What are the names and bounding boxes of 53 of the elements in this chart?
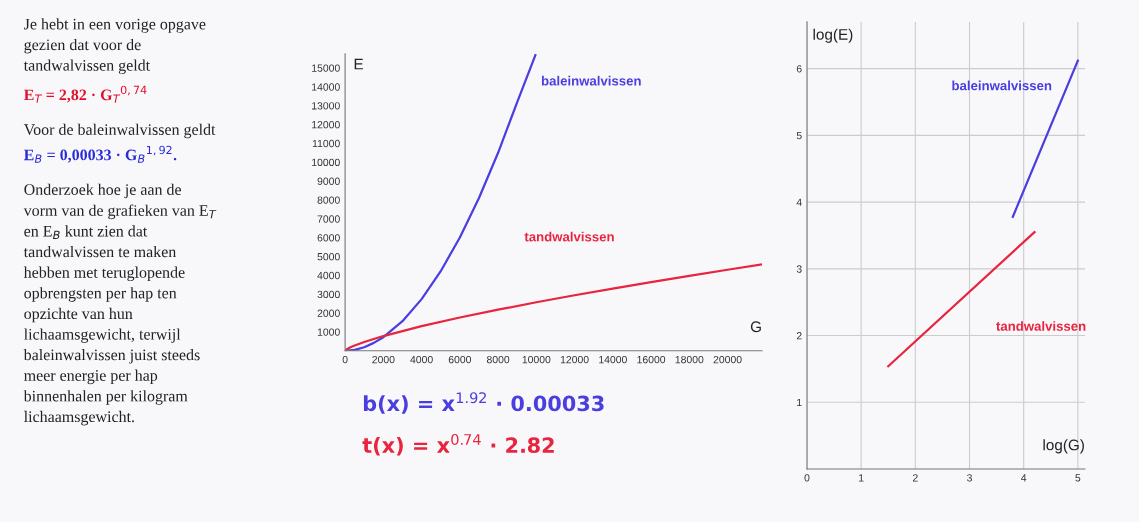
x-tick-label: 10000 <box>522 355 551 364</box>
y-tick-label: 14000 <box>312 83 340 91</box>
x-tick-label: 0 <box>804 474 810 482</box>
y-tick-label: 12000 <box>312 120 340 129</box>
x-tick-label: 8000 <box>486 355 510 364</box>
series-label: baleinwalvissen <box>541 75 641 86</box>
x-tick-label: 1 <box>859 474 864 482</box>
text: E$_{T}$ = 2,82 · G$_{T}$$^{0,74}$ <box>23 85 147 103</box>
y-tick-label: 6000 <box>317 234 340 242</box>
y-tick-label: 3 <box>796 265 802 273</box>
x-tick-label: 12000 <box>560 355 589 364</box>
text: Je hebt in een vorige opgave gezien dat voor de tandwalvissen geldt <box>23 18 206 75</box>
x-axis-title: log(G) <box>1043 439 1084 454</box>
y-tick-label: 1 <box>797 398 802 407</box>
y-tick-label: 13000 <box>312 102 340 110</box>
y-tick-label: 1000 <box>317 328 340 336</box>
x-tick-label: 0 <box>342 355 348 364</box>
y-tick-label: 6 <box>796 65 802 73</box>
x-tick-label: 3 <box>967 474 972 482</box>
y-tick-label: 10000 <box>312 158 340 167</box>
y-axis-title: log(E) <box>813 28 853 43</box>
text: Onderzoek hoe je aan de vorm van de grafieken van E$_{T}$ en E$_{B}$ kunt zien dat tandwalvissen te maken hebben met teruglopende opbrengsten per hap ten opzichte van hun lichaamsgewicht, terwijl baleinwalvissen juist steeds meer energie per hap binnenhalen per kilogram lichaamsgewicht. <box>23 183 217 426</box>
y-tick-label: 7000 <box>317 215 340 223</box>
x-tick-label: 14000 <box>599 355 627 364</box>
x-tick-label: 6000 <box>448 355 472 364</box>
text: t(x) = x$^{0.74}$ · 2.82 <box>362 433 554 456</box>
text: b(x) = x$^{1.92}$ · 0.00033 <box>363 392 604 414</box>
y-tick-label: 5000 <box>317 252 340 261</box>
y-tick-label: 11000 <box>312 139 340 148</box>
y-tick-label: 9000 <box>317 177 340 185</box>
y-axis-title: E <box>354 58 363 70</box>
x-tick-label: 4 <box>1021 474 1027 482</box>
x-tick-label: 20000 <box>713 355 742 364</box>
x-tick-label: 18000 <box>675 355 704 364</box>
text: tandwalvissen <box>996 321 1086 331</box>
x-tick-label: 2000 <box>372 355 395 364</box>
text: Voor de baleinwalvissen geldt <box>23 123 216 139</box>
x-tick-label: 4000 <box>410 355 433 364</box>
y-tick-label: 4000 <box>317 271 340 280</box>
text: E$_{B}$ = 0,00033 · G$_{B}$$^{1,92}$. <box>23 145 177 163</box>
x-axis-title: G <box>750 321 761 333</box>
y-tick-label: 15000 <box>312 64 340 72</box>
x-tick-label: 2 <box>912 474 918 482</box>
y-tick-label: 8000 <box>317 196 340 204</box>
y-tick-label: 5 <box>796 131 802 140</box>
y-tick-label: 3000 <box>317 290 340 299</box>
y-tick-label: 2 <box>796 332 802 340</box>
series-label: baleinwalvissen <box>952 80 1052 91</box>
y-tick-label: 4 <box>796 198 802 206</box>
x-tick-label: 16000 <box>637 355 666 364</box>
x-tick-label: 5 <box>1075 474 1081 482</box>
y-tick-label: 2000 <box>317 309 340 317</box>
text: tandwalvissen <box>524 231 614 242</box>
